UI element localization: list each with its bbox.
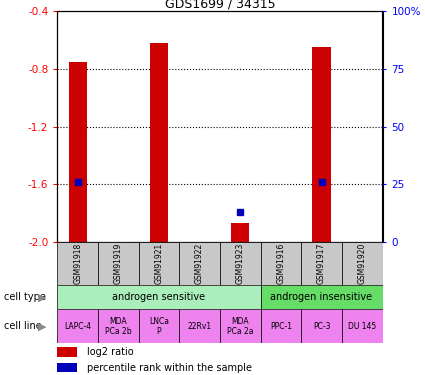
Text: log2 ratio: log2 ratio [87, 347, 133, 357]
Text: GSM91920: GSM91920 [358, 243, 367, 284]
Bar [98, 242, 139, 285]
Bar [98, 309, 139, 343]
Bar [57, 347, 77, 357]
Text: LAPC-4: LAPC-4 [64, 322, 91, 331]
Bar [231, 223, 249, 242]
Text: MDA
PCa 2a: MDA PCa 2a [227, 316, 253, 336]
Bar [179, 242, 220, 285]
Bar [57, 285, 261, 309]
Bar [179, 309, 220, 343]
Bar [342, 309, 383, 343]
Text: MDA
PCa 2b: MDA PCa 2b [105, 316, 132, 336]
Bar [68, 62, 87, 242]
Text: LNCa
P: LNCa P [149, 316, 169, 336]
Title: GDS1699 / 34315: GDS1699 / 34315 [164, 0, 275, 10]
Bar [139, 309, 179, 343]
Bar [220, 309, 261, 343]
Bar [57, 363, 77, 372]
Text: cell type: cell type [4, 292, 46, 302]
Text: ▶: ▶ [38, 321, 47, 331]
Bar [301, 242, 342, 285]
Bar [150, 43, 168, 242]
Text: androgen insensitive: androgen insensitive [270, 292, 373, 302]
Text: GSM91916: GSM91916 [276, 243, 286, 284]
Text: GSM91922: GSM91922 [195, 243, 204, 284]
Text: androgen sensitive: androgen sensitive [113, 292, 206, 302]
Bar [261, 242, 301, 285]
Text: DU 145: DU 145 [348, 322, 376, 331]
Text: GSM91921: GSM91921 [154, 243, 164, 284]
Text: cell line: cell line [4, 321, 42, 331]
Bar [261, 309, 301, 343]
Text: GSM91923: GSM91923 [236, 243, 245, 284]
Text: PPC-1: PPC-1 [270, 322, 292, 331]
Text: ▶: ▶ [38, 292, 47, 302]
Bar [57, 309, 98, 343]
Bar [261, 285, 382, 309]
Bar [57, 242, 98, 285]
Text: GSM91917: GSM91917 [317, 243, 326, 284]
Text: 22Rv1: 22Rv1 [187, 322, 212, 331]
Bar [220, 242, 261, 285]
Bar [342, 242, 383, 285]
Text: PC-3: PC-3 [313, 322, 330, 331]
Bar [312, 47, 331, 242]
Text: GSM91918: GSM91918 [73, 243, 82, 284]
Text: GSM91919: GSM91919 [114, 243, 123, 284]
Bar [139, 242, 179, 285]
Text: percentile rank within the sample: percentile rank within the sample [87, 363, 252, 373]
Bar [301, 309, 342, 343]
